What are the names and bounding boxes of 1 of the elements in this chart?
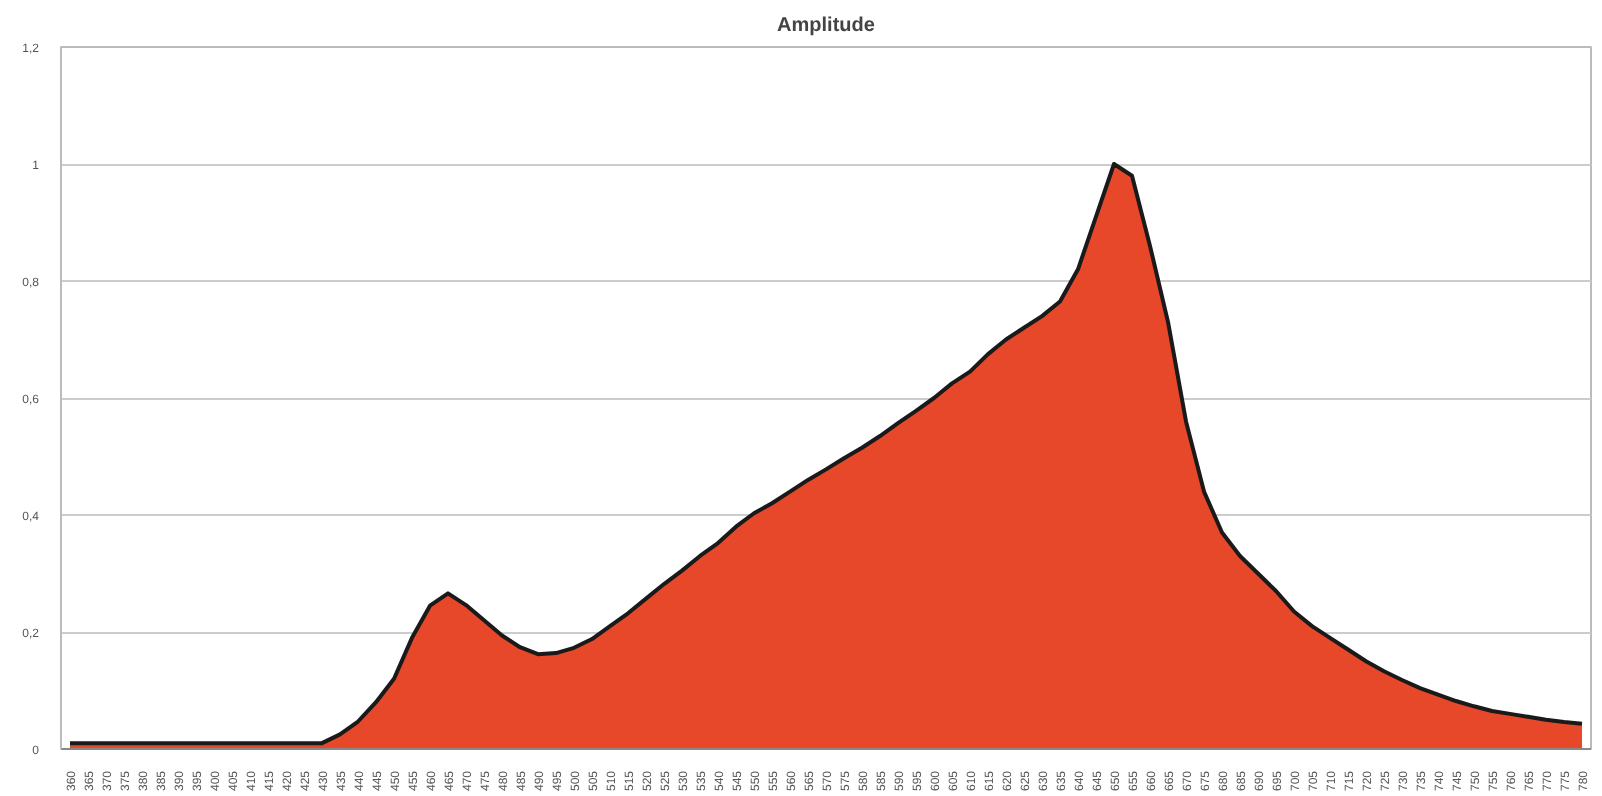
chart-title: Amplitude — [777, 15, 876, 37]
